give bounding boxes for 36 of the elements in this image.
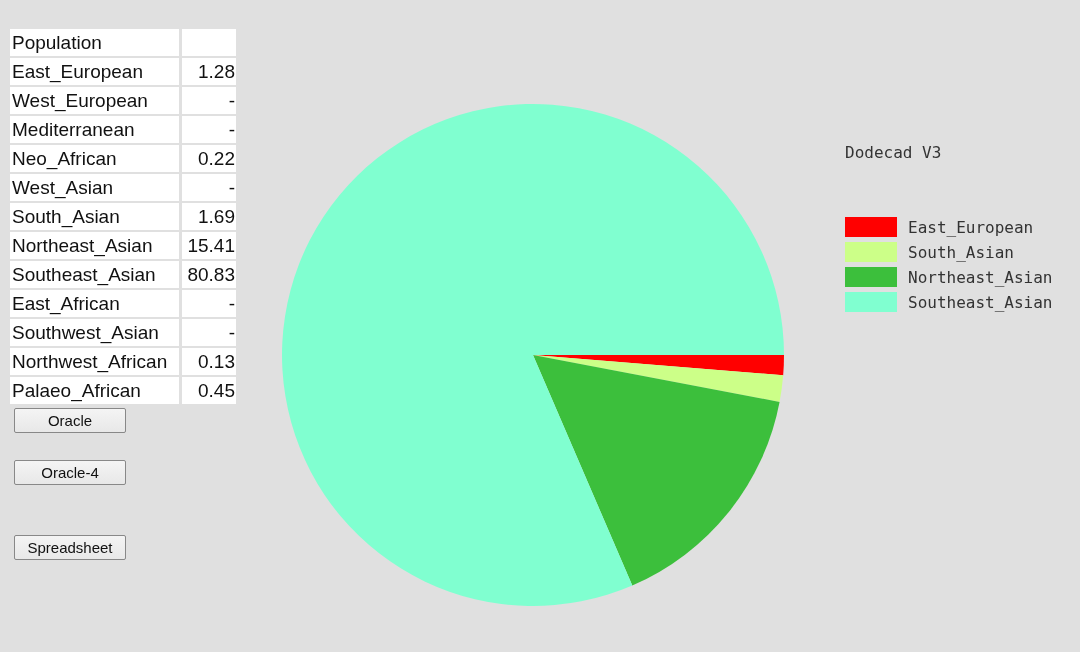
category-label: Northeast_Asian bbox=[12, 235, 153, 257]
category-label: East_African bbox=[12, 293, 120, 315]
category-label: Mediterranean bbox=[12, 119, 135, 140]
category-label: Palaeo_African bbox=[12, 380, 141, 402]
text: 1.69 bbox=[198, 206, 235, 227]
pie-slice bbox=[282, 104, 784, 606]
text: Dodecad V3 bbox=[845, 143, 942, 162]
text: 15.41 bbox=[187, 235, 235, 256]
category-label: West_Asian bbox=[12, 177, 114, 199]
category-label: Southwest_Asian bbox=[12, 322, 159, 344]
text: - bbox=[228, 322, 235, 343]
text: 1.28 bbox=[198, 61, 235, 82]
category-label: Southeast_Asian bbox=[12, 264, 156, 286]
text: 0.22 bbox=[198, 148, 235, 169]
pie-slice bbox=[533, 355, 784, 402]
category-label: East_European bbox=[12, 61, 143, 83]
text: Population bbox=[12, 32, 102, 53]
button: Spreadsheet bbox=[14, 535, 126, 560]
text: - bbox=[228, 90, 235, 111]
text: 0.13 bbox=[198, 351, 235, 372]
button: Oracle-4 bbox=[14, 460, 126, 485]
category-label: West_European bbox=[12, 90, 148, 112]
text: - bbox=[228, 119, 235, 140]
text: - bbox=[228, 293, 235, 314]
legend-label: Southeast_Asian bbox=[908, 293, 1053, 312]
legend-label: Northeast_Asian bbox=[908, 268, 1053, 287]
text: 80.83 bbox=[187, 264, 235, 285]
legend-label: South_Asian bbox=[908, 243, 1014, 262]
text: 0.45 bbox=[198, 380, 235, 401]
category-label: Neo_African bbox=[12, 148, 117, 170]
button: Oracle bbox=[14, 408, 126, 433]
category-label: South_Asian bbox=[12, 206, 120, 228]
legend-label: East_European bbox=[908, 218, 1034, 237]
category-label: Northwest_African bbox=[12, 351, 168, 373]
text: - bbox=[228, 177, 235, 198]
pie-slice bbox=[533, 355, 780, 586]
